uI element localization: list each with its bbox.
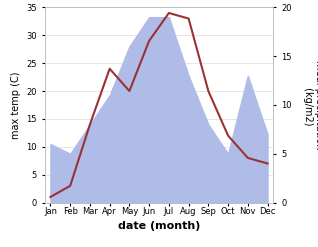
- Y-axis label: max temp (C): max temp (C): [11, 71, 21, 139]
- Y-axis label: med. precipitation
 (kg/m2): med. precipitation (kg/m2): [303, 60, 318, 150]
- X-axis label: date (month): date (month): [118, 221, 200, 231]
